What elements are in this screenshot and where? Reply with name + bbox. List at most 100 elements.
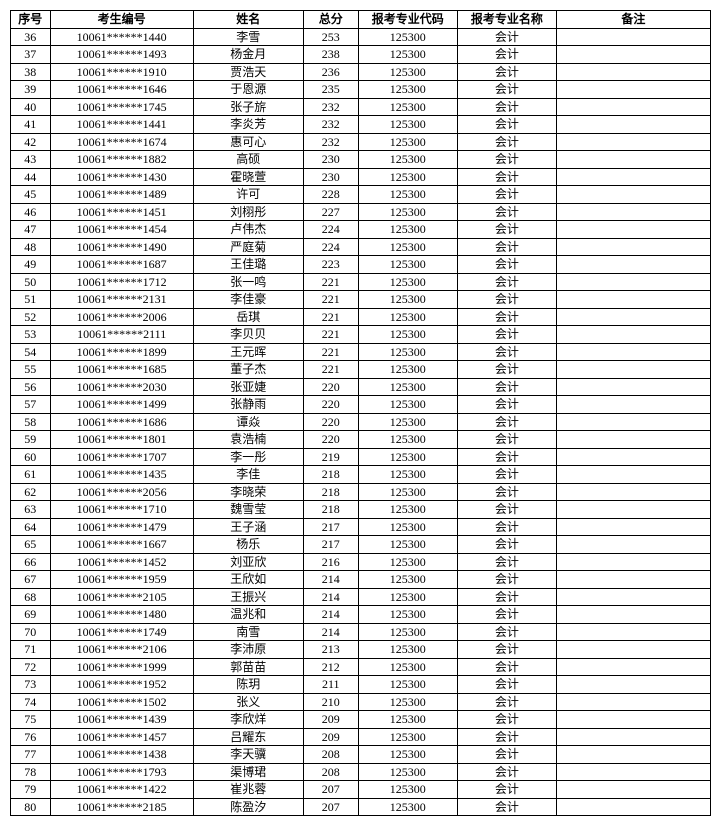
table-row: 4710061******1454卢伟杰224125300会计 bbox=[11, 221, 711, 239]
table-row: 5310061******2111李贝贝221125300会计 bbox=[11, 326, 711, 344]
table-row: 7310061******1952陈玥211125300会计 bbox=[11, 676, 711, 694]
table-cell: 125300 bbox=[358, 693, 457, 711]
table-row: 4310061******1882高硕230125300会计 bbox=[11, 151, 711, 169]
table-cell bbox=[556, 326, 710, 344]
col-score: 总分 bbox=[303, 11, 358, 29]
table-cell: 会计 bbox=[457, 448, 556, 466]
table-cell: 125300 bbox=[358, 413, 457, 431]
table-cell: 220 bbox=[303, 413, 358, 431]
table-cell bbox=[556, 711, 710, 729]
table-cell: 125300 bbox=[358, 116, 457, 134]
table-cell: 会计 bbox=[457, 343, 556, 361]
table-cell: 207 bbox=[303, 798, 358, 816]
table-cell bbox=[556, 116, 710, 134]
table-cell: 78 bbox=[11, 763, 51, 781]
col-majorcode: 报考专业代码 bbox=[358, 11, 457, 29]
table-cell: 10061******1438 bbox=[50, 746, 193, 764]
table-cell: 10061******1435 bbox=[50, 466, 193, 484]
table-row: 7610061******1457吕耀东209125300会计 bbox=[11, 728, 711, 746]
table-cell: 10061******1745 bbox=[50, 98, 193, 116]
table-cell: 吕耀东 bbox=[193, 728, 303, 746]
table-cell: 232 bbox=[303, 133, 358, 151]
table-cell: 10061******1686 bbox=[50, 413, 193, 431]
table-cell bbox=[556, 763, 710, 781]
table-cell: 10061******1667 bbox=[50, 536, 193, 554]
table-cell: 125300 bbox=[358, 553, 457, 571]
table-cell: 53 bbox=[11, 326, 51, 344]
table-cell: 214 bbox=[303, 623, 358, 641]
table-cell bbox=[556, 466, 710, 484]
table-cell: 10061******2105 bbox=[50, 588, 193, 606]
table-row: 5010061******1712张一鸣221125300会计 bbox=[11, 273, 711, 291]
table-cell: 李晓荣 bbox=[193, 483, 303, 501]
table-cell: 10061******1479 bbox=[50, 518, 193, 536]
table-cell bbox=[556, 361, 710, 379]
table-cell: 125300 bbox=[358, 186, 457, 204]
table-cell: 于恩源 bbox=[193, 81, 303, 99]
table-cell: 52 bbox=[11, 308, 51, 326]
table-cell: 10061******2106 bbox=[50, 641, 193, 659]
table-cell: 125300 bbox=[358, 238, 457, 256]
table-cell: 会计 bbox=[457, 536, 556, 554]
table-cell: 230 bbox=[303, 168, 358, 186]
table-cell: 10061******1441 bbox=[50, 116, 193, 134]
table-cell: 227 bbox=[303, 203, 358, 221]
table-cell: 10061******1480 bbox=[50, 606, 193, 624]
table-cell: 228 bbox=[303, 186, 358, 204]
table-cell: 218 bbox=[303, 501, 358, 519]
table-row: 7710061******1438李天骥208125300会计 bbox=[11, 746, 711, 764]
table-cell: 会计 bbox=[457, 798, 556, 816]
table-header-row: 序号 考生编号 姓名 总分 报考专业代码 报考专业名称 备注 bbox=[11, 11, 711, 29]
table-cell: 209 bbox=[303, 728, 358, 746]
table-cell: 10061******1882 bbox=[50, 151, 193, 169]
table-cell: 张一鸣 bbox=[193, 273, 303, 291]
table-cell: 会计 bbox=[457, 291, 556, 309]
table-cell: 崔兆蓉 bbox=[193, 781, 303, 799]
table-row: 6110061******1435李佳218125300会计 bbox=[11, 466, 711, 484]
table-cell: 10061******1457 bbox=[50, 728, 193, 746]
table-cell: 212 bbox=[303, 658, 358, 676]
table-cell: 125300 bbox=[358, 361, 457, 379]
table-cell: 50 bbox=[11, 273, 51, 291]
table-row: 4510061******1489许可228125300会计 bbox=[11, 186, 711, 204]
table-cell: 125300 bbox=[358, 448, 457, 466]
table-cell: 会计 bbox=[457, 221, 556, 239]
table-cell: 235 bbox=[303, 81, 358, 99]
table-cell: 10061******1490 bbox=[50, 238, 193, 256]
table-row: 8010061******2185陈盈汐207125300会计 bbox=[11, 798, 711, 816]
table-cell: 10061******1452 bbox=[50, 553, 193, 571]
table-cell: 125300 bbox=[358, 98, 457, 116]
table-cell: 125300 bbox=[358, 711, 457, 729]
table-cell bbox=[556, 98, 710, 116]
table-cell: 42 bbox=[11, 133, 51, 151]
table-cell: 60 bbox=[11, 448, 51, 466]
table-cell: 袁浩楠 bbox=[193, 431, 303, 449]
table-row: 4810061******1490严庭菊224125300会计 bbox=[11, 238, 711, 256]
table-cell: 125300 bbox=[358, 168, 457, 186]
table-cell: 李沛原 bbox=[193, 641, 303, 659]
table-cell: 221 bbox=[303, 291, 358, 309]
table-cell bbox=[556, 46, 710, 64]
table-cell: 67 bbox=[11, 571, 51, 589]
table-row: 4610061******1451刘栩彤227125300会计 bbox=[11, 203, 711, 221]
table-cell: 59 bbox=[11, 431, 51, 449]
candidate-table: 序号 考生编号 姓名 总分 报考专业代码 报考专业名称 备注 3610061**… bbox=[10, 10, 711, 816]
table-cell: 10061******2056 bbox=[50, 483, 193, 501]
table-cell: 会计 bbox=[457, 763, 556, 781]
table-cell: 71 bbox=[11, 641, 51, 659]
table-cell bbox=[556, 396, 710, 414]
table-cell: 125300 bbox=[358, 378, 457, 396]
table-cell: 51 bbox=[11, 291, 51, 309]
table-cell: 10061******1793 bbox=[50, 763, 193, 781]
table-cell: 会计 bbox=[457, 116, 556, 134]
table-row: 7910061******1422崔兆蓉207125300会计 bbox=[11, 781, 711, 799]
table-row: 5210061******2006岳琪221125300会计 bbox=[11, 308, 711, 326]
table-row: 6410061******1479王子涵217125300会计 bbox=[11, 518, 711, 536]
table-cell: 霍晓萱 bbox=[193, 168, 303, 186]
table-cell: 10061******1959 bbox=[50, 571, 193, 589]
table-cell: 10061******1646 bbox=[50, 81, 193, 99]
table-cell: 74 bbox=[11, 693, 51, 711]
table-cell: 125300 bbox=[358, 326, 457, 344]
table-cell bbox=[556, 186, 710, 204]
table-cell: 10061******1707 bbox=[50, 448, 193, 466]
